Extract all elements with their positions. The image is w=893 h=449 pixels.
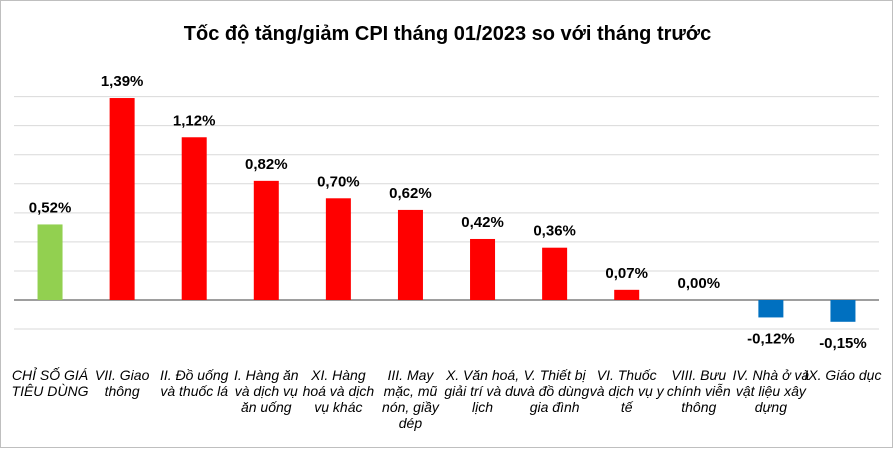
data-label: 0,70%: [317, 173, 360, 190]
category-label: I. Hàng ăn và dịch vụ ăn uống: [233, 367, 299, 415]
data-label: -0,15%: [819, 335, 867, 352]
data-label: 0,62%: [389, 185, 432, 202]
bar: [758, 300, 784, 318]
category-label: II. Đồ uống và thuốc lá: [159, 367, 229, 399]
category-label: CHỈ SỐ GIÁ TIÊU DÙNG: [11, 367, 89, 399]
bar: [397, 209, 423, 300]
category-label: V. Thiết bị và đồ dùng gia đình: [519, 367, 590, 415]
category-label: IX. Giáo dục: [804, 367, 882, 383]
data-label: 1,12%: [173, 112, 216, 129]
bar: [830, 300, 856, 322]
category-label: III. May mặc, mũ nón, giầy dép: [382, 367, 439, 431]
category-label: IV. Nhà ở và vật liệu xây dựng: [732, 367, 810, 415]
chart-title: Tốc độ tăng/giảm CPI tháng 01/2023 so vớ…: [183, 23, 712, 45]
data-label: 0,36%: [533, 223, 576, 240]
category-label: VII. Giao thông: [94, 367, 150, 399]
bar: [470, 238, 496, 300]
bar: [37, 224, 63, 300]
bar: [325, 198, 351, 300]
data-label: 0,07%: [605, 265, 648, 282]
data-label: 1,39%: [101, 73, 144, 90]
bar: [542, 247, 568, 300]
category-label: VI. Thuốc và dịch vụ y tế: [589, 367, 664, 415]
bar: [253, 180, 279, 300]
category-label: X. Văn hoá, giải trí và du lịch: [444, 367, 521, 415]
category-label: XI. Hàng hoá và dịch vụ khác: [302, 367, 375, 415]
data-label: 0,52%: [29, 199, 72, 216]
data-label: -0,12%: [747, 330, 795, 347]
bar: [181, 137, 207, 300]
bar: [614, 289, 640, 300]
data-label: 0,00%: [678, 275, 721, 292]
category-label: VIII. Bưu chính viễn thông: [666, 367, 731, 415]
bar: [109, 98, 135, 301]
data-label: 0,82%: [245, 156, 288, 173]
data-label: 0,42%: [461, 214, 504, 231]
